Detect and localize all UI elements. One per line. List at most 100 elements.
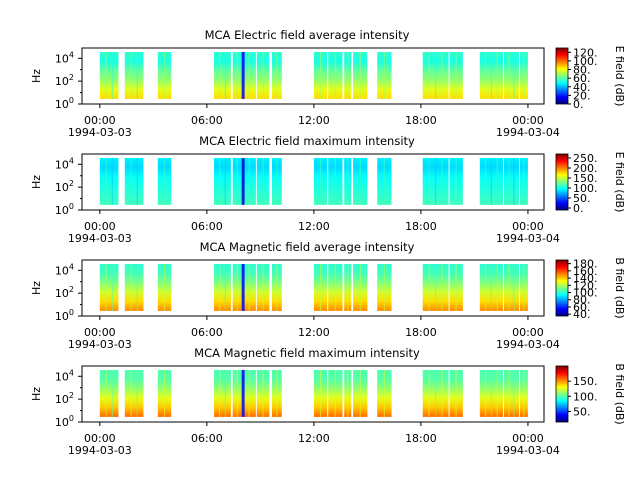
- x-tick-date: 1994-03-03: [68, 444, 132, 457]
- x-tick-label: 06:00: [191, 114, 223, 127]
- y-tick-label: 104: [55, 262, 74, 277]
- x-tick-label: 00:00: [84, 432, 116, 445]
- spectrogram-block: [214, 158, 231, 205]
- spectrogram-panel-4: MCA Magnetic field maximum intensity 100 1…: [30, 346, 626, 457]
- colorbar: [555, 47, 569, 105]
- spectrogram-block: [503, 158, 520, 205]
- x-tick-date: 1994-03-04: [496, 444, 560, 457]
- spectrogram-block: [503, 370, 520, 417]
- colorbar-tick-label: 40.: [573, 308, 591, 321]
- y-tick-label: 102: [55, 179, 74, 194]
- low-intensity-band: [241, 370, 245, 417]
- colorbar-label: B field (dB): [613, 257, 626, 318]
- axes-frame: [81, 259, 545, 317]
- y-tick-label: 100: [55, 414, 74, 429]
- colorbar-tick-label: 80.: [573, 294, 591, 307]
- spectrogram-panel-2: MCA Electric field maximum intensity 100 1…: [30, 134, 626, 245]
- colorbar-tick-label: 200.: [573, 162, 598, 175]
- colorbar-tick-label: 140.: [573, 272, 598, 285]
- x-tick-label: 06:00: [191, 220, 223, 233]
- x-tick-date: 1994-03-03: [68, 232, 132, 245]
- spectrogram-block: [214, 52, 231, 99]
- x-tick-label: 18:00: [405, 220, 437, 233]
- colorbar-tick-label: 20.: [573, 89, 591, 102]
- spectrogram-block: [124, 370, 144, 417]
- y-tick-label: 104: [55, 50, 74, 65]
- axes-frame: [81, 365, 545, 423]
- axes-frame: [81, 153, 545, 211]
- x-tick-label: 12:00: [298, 432, 330, 445]
- low-intensity-band: [241, 158, 245, 205]
- x-tick-label: 18:00: [405, 432, 437, 445]
- colorbar-tick-label: 60.: [573, 301, 591, 314]
- x-tick-label: 00:00: [512, 326, 544, 339]
- colorbar-tick-label: 100.: [573, 182, 598, 195]
- spectrogram-block: [214, 370, 231, 417]
- y-tick-label: 100: [55, 96, 74, 111]
- colorbar-tick-label: 150.: [573, 375, 598, 388]
- panel-title: MCA Magnetic field maximum intensity: [194, 346, 420, 360]
- panel-title: MCA Electric field average intensity: [205, 28, 410, 42]
- y-tick-label: 100: [55, 202, 74, 217]
- spectrogram-block: [124, 264, 144, 311]
- colorbar-tick-label: 0.: [573, 202, 584, 215]
- colorbar-tick-label: 100.: [573, 55, 598, 68]
- colorbar-tick-label: 40.: [573, 81, 591, 94]
- colorbar-label: E field (dB): [613, 46, 626, 107]
- colorbar-tick-label: 120.: [573, 46, 598, 59]
- colorbar-tick-label: 150.: [573, 172, 598, 185]
- x-tick-label: 00:00: [512, 432, 544, 445]
- spectrogram-block: [124, 52, 144, 99]
- colorbar: [555, 259, 569, 317]
- x-tick-date: 1994-03-03: [68, 338, 132, 351]
- x-tick-label: 18:00: [405, 114, 437, 127]
- x-tick-label: 00:00: [512, 114, 544, 127]
- colorbar-label: B field (dB): [613, 363, 626, 424]
- colorbar-tick-label: 0.: [573, 98, 584, 111]
- y-tick-label: 102: [55, 73, 74, 88]
- colorbar-tick-label: 250.: [573, 152, 598, 165]
- axes-frame: [81, 47, 545, 105]
- colorbar-tick-label: 100.: [573, 390, 598, 403]
- colorbar-tick-label: 100.: [573, 287, 598, 300]
- spectrogram-block: [99, 370, 119, 417]
- spectrogram-panel-1: MCA Electric field average intensity 100 1…: [30, 28, 626, 139]
- spectrogram-panel-3: MCA Magnetic field average intensity 100 1…: [30, 240, 626, 351]
- x-tick-label: 12:00: [298, 114, 330, 127]
- colorbar-tick-label: 160.: [573, 265, 598, 278]
- x-tick-label: 00:00: [84, 220, 116, 233]
- x-tick-label: 00:00: [512, 220, 544, 233]
- x-tick-label: 12:00: [298, 220, 330, 233]
- y-tick-label: 100: [55, 308, 74, 323]
- low-intensity-band: [241, 264, 245, 311]
- colorbar-tick-label: 50.: [573, 405, 591, 418]
- y-axis-label: Hz: [30, 69, 43, 83]
- colorbar-tick-label: 180.: [573, 258, 598, 271]
- x-tick-date: 1994-03-03: [68, 126, 132, 139]
- x-tick-label: 06:00: [191, 326, 223, 339]
- y-tick-label: 102: [55, 285, 74, 300]
- spectrogram-block: [124, 158, 144, 205]
- y-tick-label: 104: [55, 368, 74, 383]
- colorbar-tick-label: 60.: [573, 72, 591, 85]
- y-tick-label: 102: [55, 391, 74, 406]
- x-tick-date: 1994-03-04: [496, 126, 560, 139]
- colorbar: [555, 365, 569, 423]
- y-tick-label: 104: [55, 156, 74, 171]
- spectrogram-block: [503, 264, 520, 311]
- spectrogram-block: [99, 264, 119, 311]
- x-tick-label: 00:00: [84, 326, 116, 339]
- spectrogram-block: [503, 52, 520, 99]
- x-tick-date: 1994-03-04: [496, 338, 560, 351]
- y-axis-label: Hz: [30, 175, 43, 189]
- colorbar-label: E field (dB): [613, 152, 626, 213]
- panel-title: MCA Electric field maximum intensity: [199, 134, 415, 148]
- panel-title: MCA Magnetic field average intensity: [200, 240, 415, 254]
- colorbar-tick-label: 120.: [573, 279, 598, 292]
- colorbar-tick-label: 80.: [573, 64, 591, 77]
- x-tick-label: 18:00: [405, 326, 437, 339]
- x-tick-label: 00:00: [84, 114, 116, 127]
- spectrogram-block: [214, 264, 231, 311]
- x-tick-label: 06:00: [191, 432, 223, 445]
